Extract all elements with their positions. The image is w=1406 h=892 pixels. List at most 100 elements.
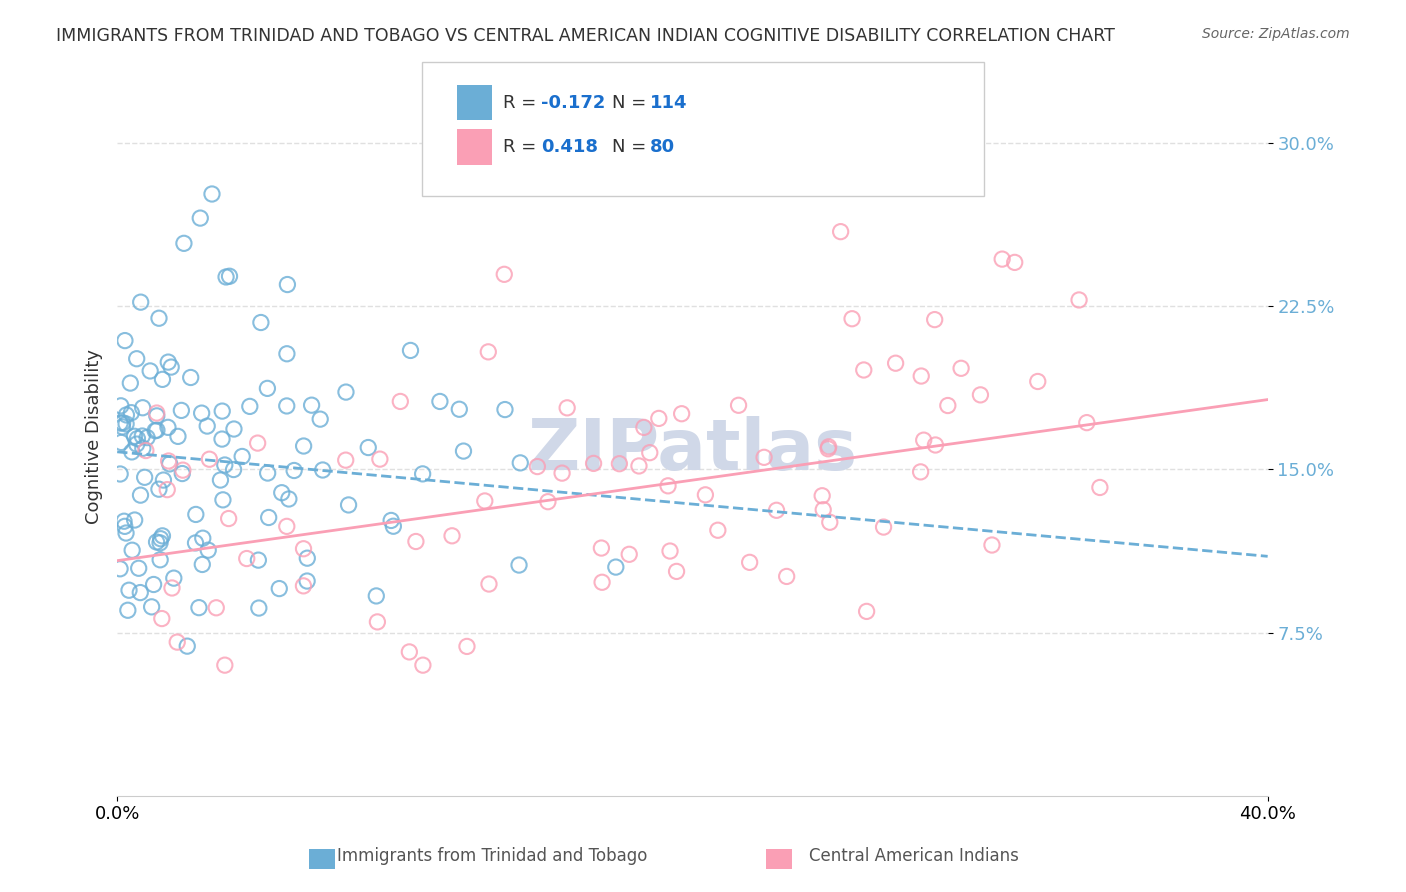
- Point: [209, 473, 232, 487]
- Point: [191, 558, 214, 572]
- Point: [108, 562, 131, 576]
- Point: [211, 404, 233, 418]
- Point: [633, 420, 655, 434]
- Point: [357, 441, 380, 455]
- Point: [910, 465, 932, 479]
- Point: [111, 420, 134, 434]
- Point: [214, 658, 236, 673]
- Point: [884, 356, 907, 370]
- Text: 114: 114: [650, 94, 688, 112]
- Point: [269, 582, 291, 596]
- Point: [247, 601, 270, 615]
- Point: [214, 458, 236, 472]
- Point: [509, 456, 531, 470]
- Point: [115, 417, 138, 431]
- Point: [120, 376, 142, 390]
- Text: N =: N =: [612, 138, 651, 156]
- Point: [1067, 293, 1090, 307]
- Point: [142, 577, 165, 591]
- Text: R =: R =: [503, 94, 543, 112]
- Point: [551, 466, 574, 480]
- Point: [173, 236, 195, 251]
- Point: [110, 435, 132, 450]
- Point: [159, 457, 181, 471]
- Point: [276, 399, 298, 413]
- Point: [665, 565, 688, 579]
- Point: [120, 406, 142, 420]
- Point: [172, 463, 194, 477]
- Point: [276, 277, 298, 292]
- Point: [582, 456, 605, 470]
- Point: [110, 399, 132, 413]
- Point: [627, 458, 650, 473]
- Point: [1004, 255, 1026, 269]
- Point: [449, 402, 471, 417]
- Y-axis label: Cognitive Disability: Cognitive Disability: [86, 349, 103, 524]
- Point: [129, 295, 152, 310]
- Point: [453, 444, 475, 458]
- Point: [108, 467, 131, 481]
- Point: [124, 513, 146, 527]
- Point: [125, 351, 148, 366]
- Point: [121, 543, 143, 558]
- Point: [145, 406, 167, 420]
- Point: [239, 400, 262, 414]
- Point: [752, 450, 775, 465]
- Point: [256, 466, 278, 480]
- Point: [872, 520, 894, 534]
- Point: [312, 463, 335, 477]
- Point: [146, 409, 169, 423]
- Point: [811, 489, 834, 503]
- Point: [494, 402, 516, 417]
- Point: [160, 581, 183, 595]
- Point: [389, 394, 412, 409]
- Point: [526, 459, 548, 474]
- Point: [969, 388, 991, 402]
- Text: R =: R =: [503, 138, 543, 156]
- Point: [212, 492, 235, 507]
- Point: [191, 531, 214, 545]
- Point: [156, 483, 179, 497]
- Point: [218, 511, 240, 525]
- Point: [817, 442, 839, 456]
- Point: [380, 513, 402, 527]
- Point: [695, 488, 717, 502]
- Point: [765, 503, 787, 517]
- Point: [811, 502, 834, 516]
- Point: [132, 442, 155, 456]
- Point: [180, 370, 202, 384]
- Point: [112, 514, 135, 528]
- Point: [398, 645, 420, 659]
- Point: [139, 364, 162, 378]
- Point: [366, 615, 388, 629]
- Point: [638, 445, 661, 459]
- Point: [1026, 375, 1049, 389]
- Point: [366, 589, 388, 603]
- Point: [924, 438, 946, 452]
- Point: [131, 429, 153, 443]
- Point: [108, 416, 131, 430]
- Point: [270, 485, 292, 500]
- Point: [910, 369, 932, 384]
- Point: [149, 532, 172, 546]
- Point: [211, 432, 233, 446]
- Point: [218, 269, 240, 284]
- Point: [149, 536, 172, 550]
- Point: [187, 600, 209, 615]
- Point: [256, 381, 278, 395]
- Point: [170, 403, 193, 417]
- Point: [441, 529, 464, 543]
- Point: [125, 437, 148, 451]
- Point: [129, 585, 152, 599]
- Point: [477, 344, 499, 359]
- Point: [537, 494, 560, 508]
- Point: [912, 433, 935, 447]
- Point: [276, 347, 298, 361]
- Point: [128, 561, 150, 575]
- Point: [190, 406, 212, 420]
- Point: [121, 445, 143, 459]
- Point: [309, 412, 332, 426]
- Point: [129, 488, 152, 502]
- Point: [619, 547, 641, 561]
- Point: [474, 494, 496, 508]
